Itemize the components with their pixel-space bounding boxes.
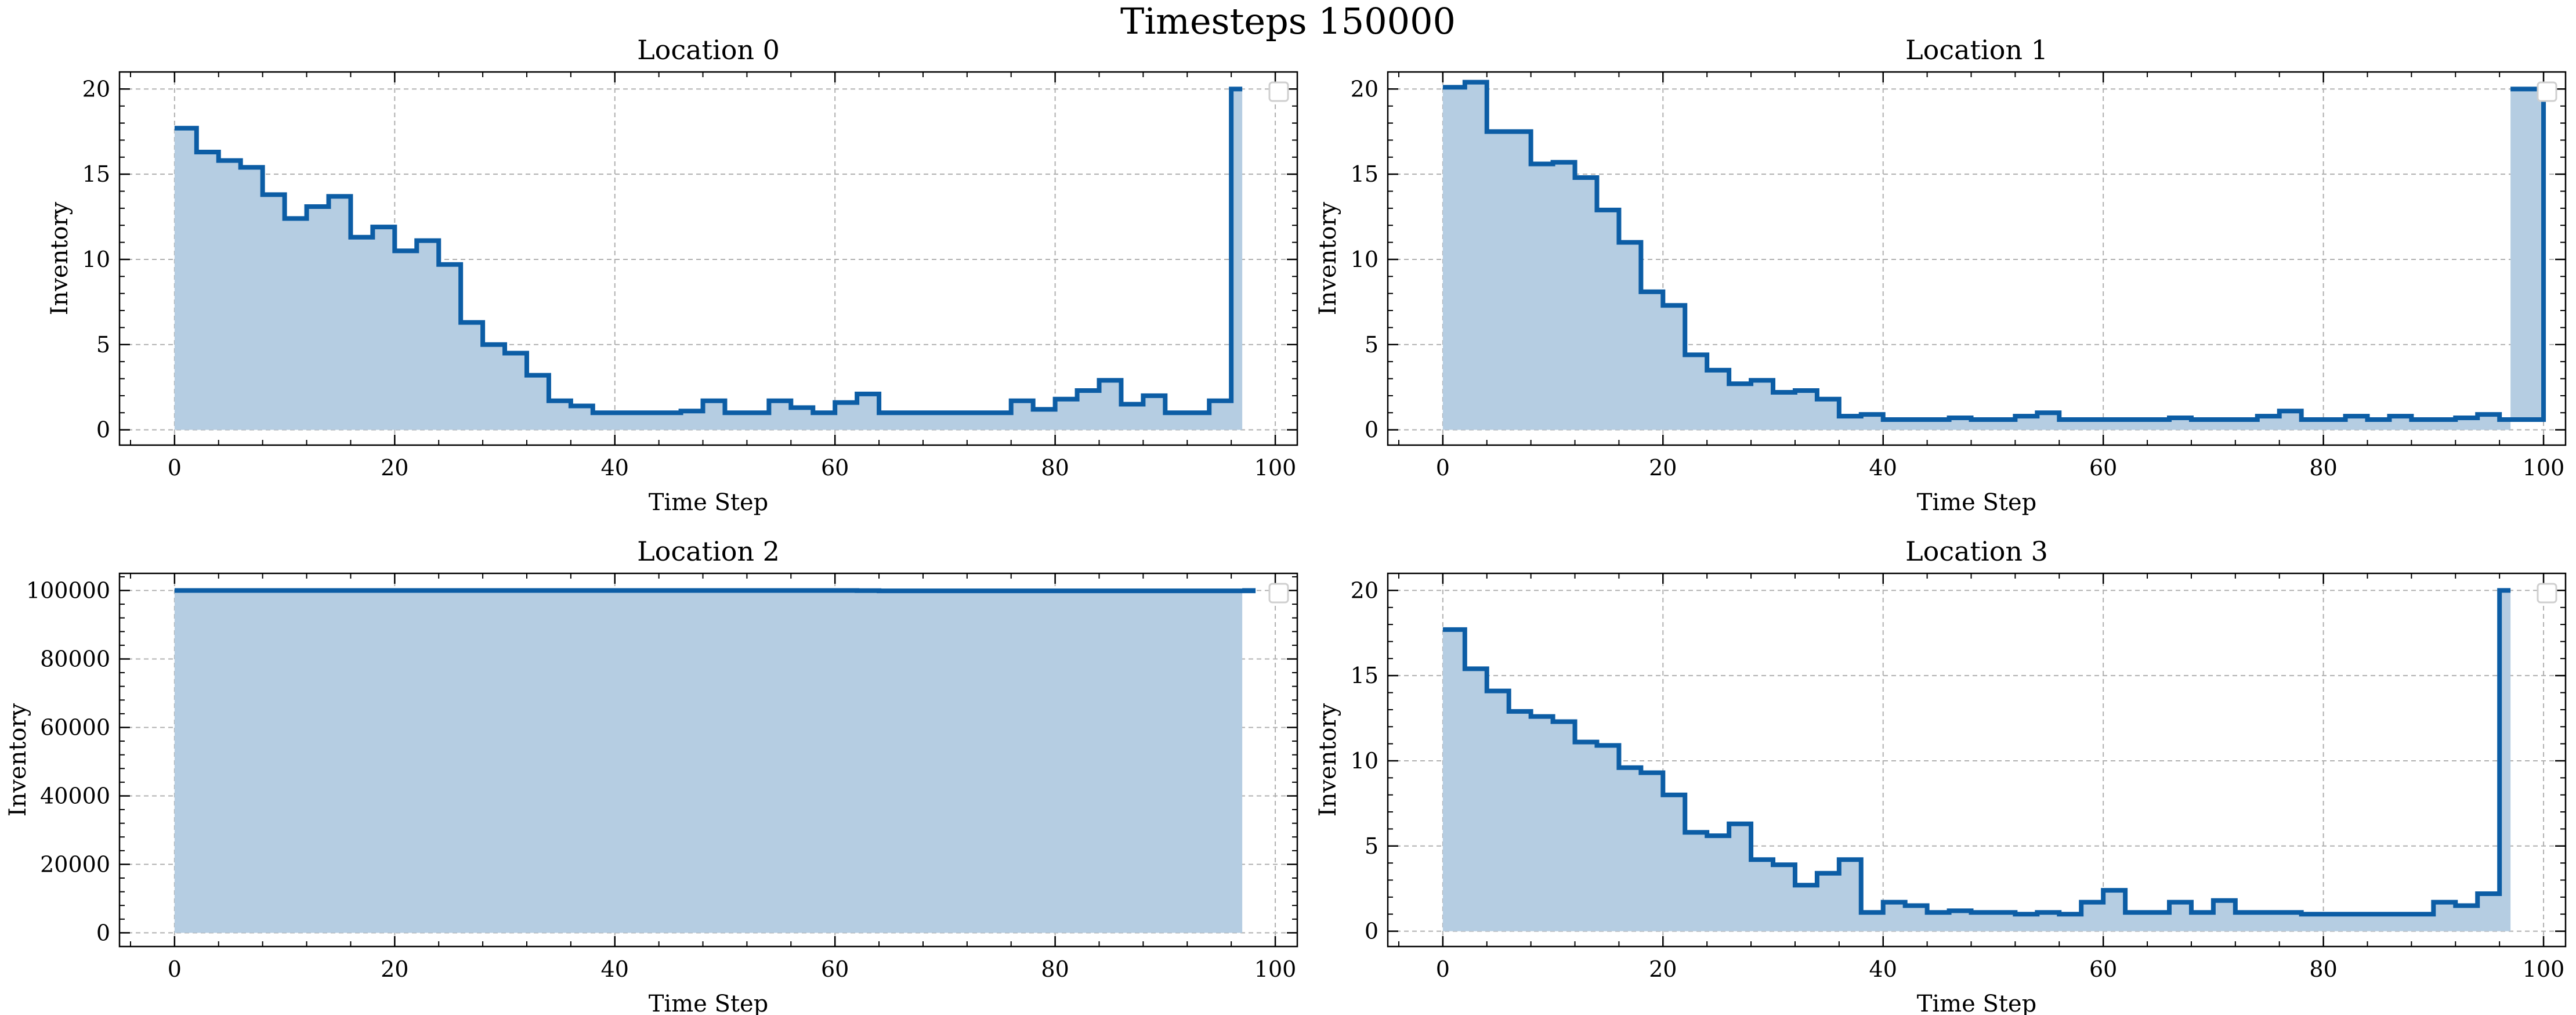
x-tick-label: 40 — [1869, 956, 1897, 982]
y-tick-label: 0 — [96, 920, 110, 945]
x-tick-label: 20 — [1649, 956, 1677, 982]
y-tick-label: 60000 — [40, 714, 110, 740]
inventory-area — [174, 89, 1243, 430]
panel-location-2: Location 2 Time Step Inventory 0 20 40 60 80… — [5, 536, 1298, 1015]
axes-frame — [118, 572, 1298, 948]
y-tick-label: 5 — [96, 332, 110, 357]
y-tick-label: 5 — [1365, 332, 1379, 357]
y-axis-label: Inventory — [1315, 201, 1341, 315]
minor-ticks — [120, 573, 1297, 947]
inventory-line — [1442, 588, 2511, 917]
y-axis-label: Inventory — [1315, 703, 1341, 817]
legend-box — [1268, 583, 1289, 604]
y-tick-label: 20 — [82, 76, 110, 102]
y-tick-label: 80000 — [40, 646, 110, 671]
y-tick-label: 0 — [1365, 417, 1379, 443]
y-tick-label: 40000 — [40, 783, 110, 808]
inventory-line — [174, 588, 1256, 594]
x-tick-label: 100 — [1254, 956, 1297, 982]
inventory-line — [174, 86, 1243, 416]
x-tick-label: 100 — [1254, 455, 1297, 481]
x-tick-label: 80 — [2309, 455, 2337, 481]
x-tick-label: 0 — [1436, 455, 1450, 481]
panel-title: Location 0 — [637, 34, 780, 66]
x-tick-label: 80 — [1041, 455, 1069, 481]
x-tick-label: 20 — [381, 956, 408, 982]
x-tick-label: 40 — [601, 455, 629, 481]
x-tick-label: 0 — [1436, 956, 1450, 982]
x-axis-label: Time Step — [1917, 991, 2037, 1015]
y-tick-label: 15 — [1351, 663, 1379, 688]
y-tick-label: 10 — [82, 247, 110, 272]
x-tick-label: 20 — [1649, 455, 1677, 481]
x-tick-label: 60 — [821, 455, 849, 481]
x-tick-label: 100 — [2523, 455, 2565, 481]
y-tick-label: 0 — [1365, 919, 1379, 944]
x-tick-label: 60 — [821, 956, 849, 982]
axes-frame — [118, 71, 1298, 446]
y-tick-label: 10 — [1351, 748, 1379, 774]
panel-location-1: Location 1 Time Step Inventory 0 20 40 60 80… — [1315, 34, 2567, 516]
legend-box — [2537, 81, 2557, 102]
y-tick-label: 20000 — [40, 851, 110, 877]
y-tick-label: 15 — [1351, 161, 1379, 187]
y-tick-label: 5 — [1365, 833, 1379, 859]
y-tick-label: 15 — [82, 161, 110, 187]
x-tick-label: 60 — [2089, 455, 2117, 481]
y-tick-label: 100000 — [26, 577, 110, 603]
legend-box — [1268, 81, 1289, 102]
x-tick-label: 100 — [2523, 956, 2565, 982]
panel-title: Location 1 — [1905, 34, 2048, 66]
axes-frame — [1387, 572, 2567, 948]
panel-location-0: Location 0 Time Step Inventory 0 20 40 60 80… — [46, 34, 1298, 516]
minor-ticks — [1388, 573, 2566, 947]
inventory-area — [174, 590, 1254, 933]
axes-frame — [1387, 71, 2567, 446]
y-tick-label: 10 — [1351, 247, 1379, 272]
inventory-area — [1442, 82, 2544, 430]
x-tick-label: 20 — [381, 455, 408, 481]
y-tick-label: 20 — [1351, 76, 1379, 102]
inventory-area — [1442, 590, 2511, 931]
x-tick-label: 0 — [168, 455, 182, 481]
legend-box — [2537, 583, 2557, 604]
x-tick-label: 40 — [601, 956, 629, 982]
y-axis-label: Inventory — [46, 201, 73, 315]
x-axis-label: Time Step — [1917, 489, 2037, 516]
y-tick-label: 0 — [96, 417, 110, 443]
panel-title: Location 3 — [1905, 536, 2048, 567]
x-axis-label: Time Step — [649, 489, 769, 516]
x-tick-label: 40 — [1869, 455, 1897, 481]
y-axis-label: Inventory — [5, 703, 31, 817]
figure-title: Timesteps 150000 — [1120, 0, 1456, 42]
y-tick-label: 20 — [1351, 577, 1379, 603]
x-axis-label: Time Step — [649, 991, 769, 1015]
inventory-line — [1442, 80, 2546, 422]
x-tick-label: 80 — [1041, 956, 1069, 982]
x-tick-label: 80 — [2309, 956, 2337, 982]
panel-location-3: Location 3 Time Step Inventory 0 20 40 60 80… — [1315, 536, 2567, 1015]
panel-title: Location 2 — [637, 536, 780, 567]
x-tick-label: 0 — [168, 956, 182, 982]
x-tick-label: 60 — [2089, 956, 2117, 982]
